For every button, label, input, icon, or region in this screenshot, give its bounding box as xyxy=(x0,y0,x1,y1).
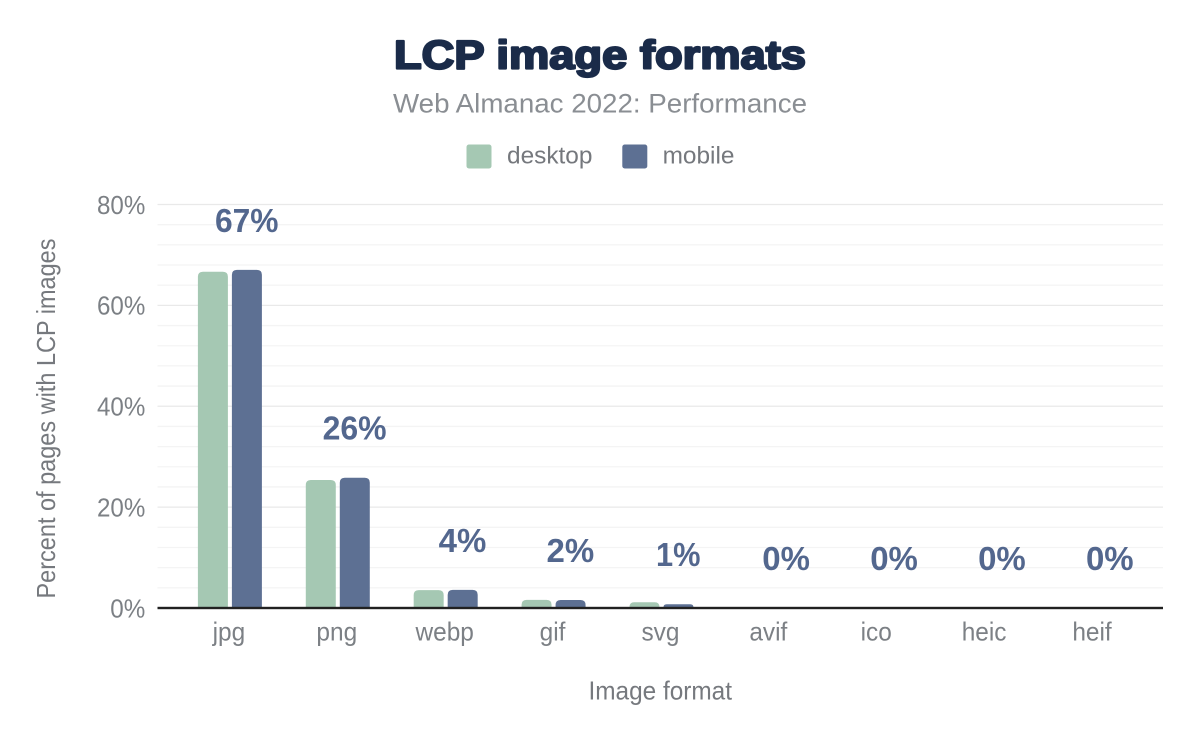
svg-text:gif: gif xyxy=(540,617,567,647)
svg-text:80%: 80% xyxy=(97,190,145,220)
svg-text:60%: 60% xyxy=(97,291,145,321)
svg-text:0%: 0% xyxy=(978,540,1026,577)
svg-text:0%: 0% xyxy=(110,593,145,623)
svg-text:heic: heic xyxy=(962,617,1007,647)
svg-text:Percent of pages with LCP imag: Percent of pages with LCP images xyxy=(31,239,61,599)
svg-text:png: png xyxy=(316,617,357,647)
svg-text:40%: 40% xyxy=(97,392,145,422)
svg-text:20%: 20% xyxy=(97,492,145,522)
svg-text:Image format: Image format xyxy=(589,675,733,705)
svg-text:4%: 4% xyxy=(439,522,487,559)
svg-text:LCP image formats: LCP image formats xyxy=(394,33,806,77)
svg-text:heif: heif xyxy=(1072,617,1112,647)
svg-text:26%: 26% xyxy=(323,410,387,447)
svg-text:desktop: desktop xyxy=(507,143,592,170)
svg-text:2%: 2% xyxy=(547,532,595,569)
svg-text:mobile: mobile xyxy=(663,143,735,170)
svg-text:0%: 0% xyxy=(1086,540,1134,577)
svg-text:svg: svg xyxy=(641,617,679,647)
svg-text:jpg: jpg xyxy=(212,617,246,647)
svg-text:webp: webp xyxy=(415,617,474,647)
svg-text:0%: 0% xyxy=(870,540,918,577)
svg-text:0%: 0% xyxy=(762,540,810,577)
svg-text:Web Almanac 2022: Performance: Web Almanac 2022: Performance xyxy=(393,89,807,119)
svg-text:avif: avif xyxy=(749,617,788,647)
svg-text:1%: 1% xyxy=(656,536,701,573)
svg-text:ico: ico xyxy=(861,617,892,647)
svg-text:67%: 67% xyxy=(215,202,279,239)
